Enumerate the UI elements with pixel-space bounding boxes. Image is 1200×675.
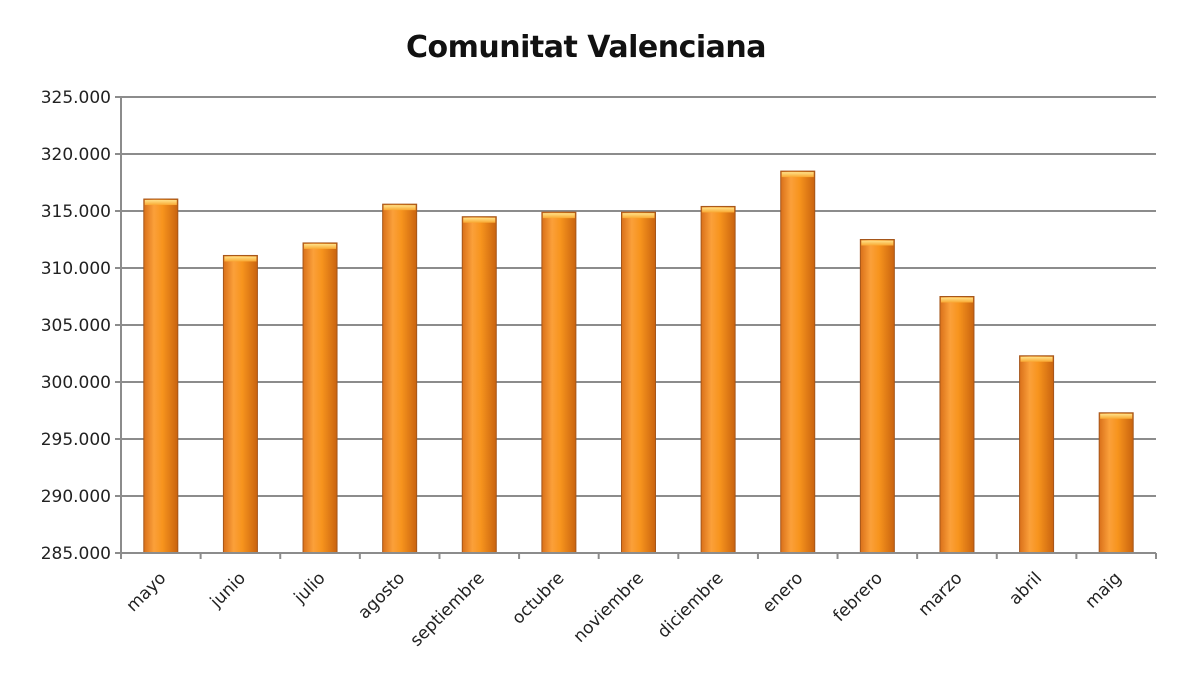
y-tick-label: 305.000 (41, 316, 111, 336)
bar-enero (780, 170, 816, 554)
bar-junio (222, 254, 258, 554)
x-tick-label: marzo (915, 568, 967, 620)
x-tick-label: julio (290, 568, 330, 608)
y-axis: 285.000 290.000 295.000 300.000 305.000 310.0… (41, 88, 122, 564)
x-tick-label: maig (1082, 568, 1126, 612)
bar-octubre (541, 211, 577, 554)
y-tick-label: 325.000 (41, 88, 111, 108)
bar-septiembre (461, 216, 497, 554)
bar-agosto (382, 203, 418, 554)
bars (143, 170, 1134, 554)
y-tick-label: 310.000 (41, 259, 111, 279)
bar-mayo (143, 198, 179, 554)
bar-maig (1098, 412, 1134, 554)
bar-febrero (859, 239, 895, 554)
x-tick-label: junio (206, 568, 250, 612)
y-tick-label: 300.000 (41, 373, 111, 393)
x-tick-label: septiembre (407, 568, 489, 650)
x-tick-label: mayo (123, 568, 171, 616)
bar-diciembre (700, 205, 736, 554)
chart-title: Comunitat Valenciana (406, 30, 766, 65)
bar-noviembre (621, 211, 656, 554)
bar-abril (1019, 355, 1055, 554)
x-tick-label: febrero (829, 568, 887, 626)
x-tick-label: noviembre (570, 568, 648, 646)
bar-julio (302, 242, 338, 554)
y-tick-label: 315.000 (41, 202, 111, 222)
x-tick-label: abril (1005, 568, 1046, 609)
x-tick-label: agosto (354, 568, 409, 623)
x-tick-label: octubre (508, 568, 568, 628)
y-tick-label: 295.000 (41, 430, 111, 450)
x-tick-label: enero (759, 568, 808, 617)
bar-marzo (939, 296, 975, 554)
y-tick-label: 290.000 (41, 487, 111, 507)
y-tick-label: 285.000 (41, 544, 111, 564)
y-tick-label: 320.000 (41, 145, 111, 165)
x-tick-label: diciembre (654, 568, 728, 642)
